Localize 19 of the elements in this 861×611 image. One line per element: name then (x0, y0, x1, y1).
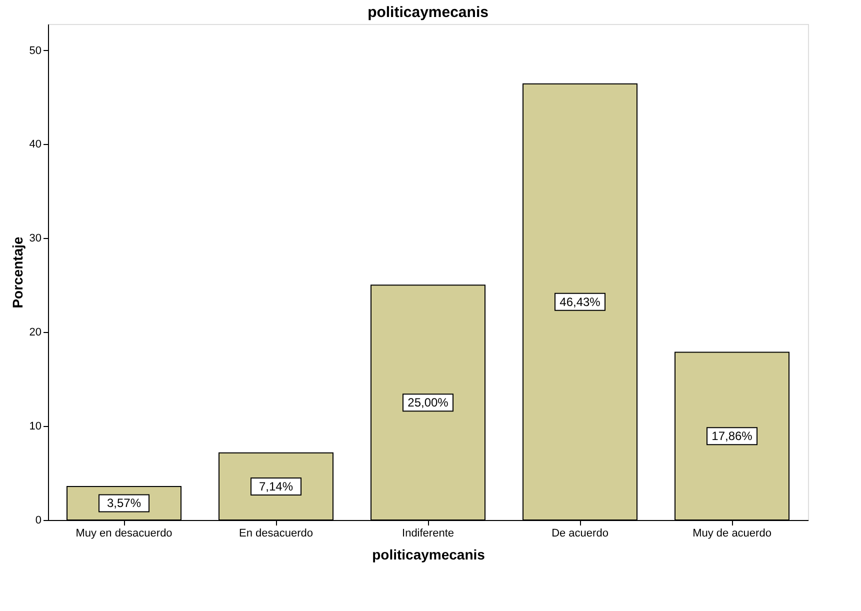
data-label: 3,57% (106, 496, 142, 510)
data-label: 25,00% (408, 396, 449, 410)
x-tick-label: De acuerdo (552, 528, 608, 540)
y-tick-label: 40 (29, 138, 42, 151)
x-tick-label: En desacuerdo (239, 528, 313, 540)
x-tick-label: Indiferente (402, 528, 454, 540)
data-label: 7,14% (258, 479, 294, 494)
data-label: 17,86% (712, 429, 753, 444)
y-tick-label: 0 (35, 514, 42, 526)
x-tick-label: Muy en desacuerdo (76, 528, 172, 540)
y-tick-label: 20 (29, 326, 42, 339)
data-label: 46,43% (560, 294, 601, 309)
x-tick-label: Muy de acuerdo (692, 528, 772, 540)
x-axis-title: politicaymecanis (372, 546, 486, 562)
y-tick-label: 10 (29, 420, 42, 433)
y-tick-label: 30 (29, 232, 42, 245)
chart-title: politicaymecanis (368, 4, 488, 21)
y-axis-title: Porcentaje (9, 236, 26, 308)
y-tick-label: 50 (29, 44, 42, 57)
